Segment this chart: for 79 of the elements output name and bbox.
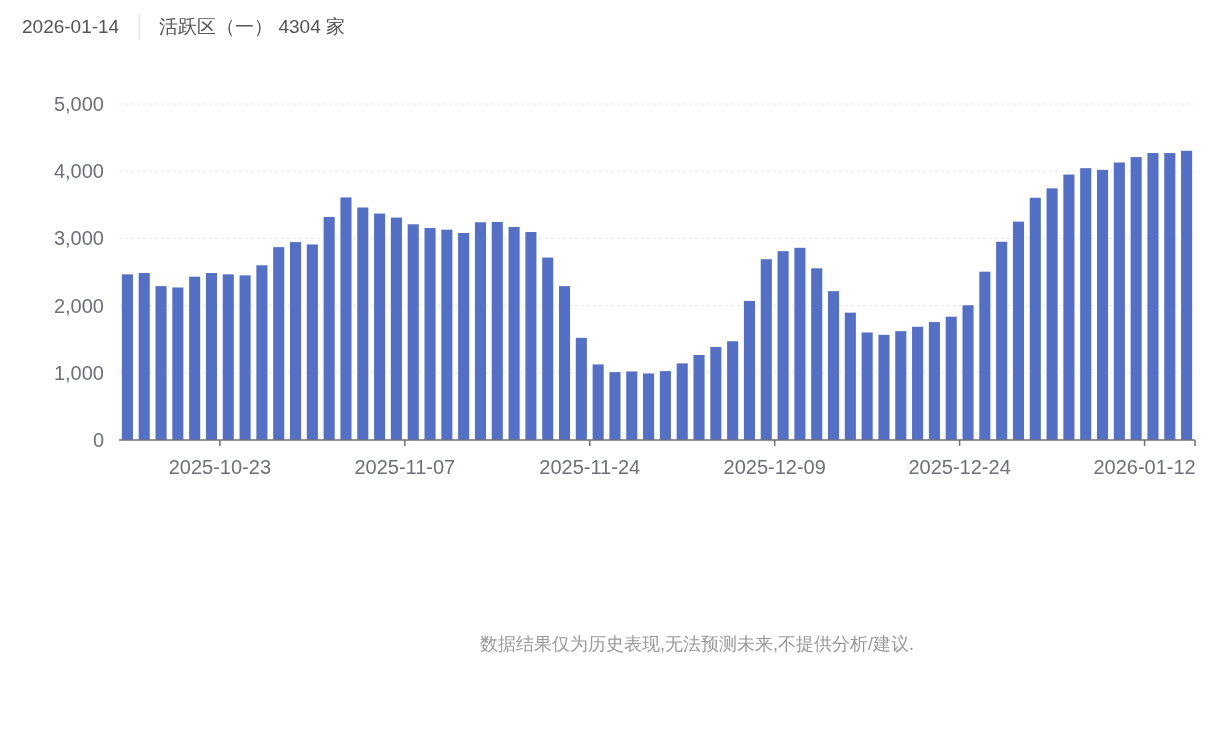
bar <box>1181 150 1193 440</box>
bar <box>878 334 890 440</box>
bar <box>811 268 823 440</box>
bar <box>542 257 554 440</box>
bar <box>1130 157 1142 440</box>
bar <box>1063 174 1075 440</box>
bar <box>676 363 688 440</box>
y-tick-label: 1,000 <box>53 361 104 384</box>
bar <box>962 305 974 440</box>
x-tick-label: 2025-12-24 <box>908 456 1011 478</box>
bar <box>289 242 302 440</box>
bar <box>794 247 806 440</box>
bar <box>155 286 167 440</box>
bar <box>592 364 604 440</box>
bar <box>1164 153 1176 440</box>
bar <box>912 326 924 440</box>
bar <box>1113 162 1125 440</box>
bar <box>895 331 907 440</box>
x-tick-label: 2025-11-24 <box>539 456 641 478</box>
bar <box>491 221 503 440</box>
y-tick-label: 5,000 <box>53 93 104 115</box>
bar <box>306 244 318 440</box>
bar <box>441 229 453 440</box>
bar <box>390 217 402 440</box>
bar <box>458 233 470 440</box>
text: 数据结果仅为历史表现,无法预测未来,不提供分析/建议. <box>479 634 915 654</box>
bar <box>1096 169 1109 440</box>
bar <box>710 346 722 440</box>
bar <box>474 222 487 440</box>
bar <box>340 197 352 440</box>
bar <box>743 300 756 440</box>
bar <box>323 216 335 440</box>
bar <box>558 286 571 440</box>
bar <box>844 312 856 440</box>
bar <box>827 291 840 440</box>
bar <box>205 273 218 440</box>
bar <box>979 271 991 440</box>
bar <box>693 354 705 440</box>
bar <box>928 322 940 440</box>
bar <box>239 275 251 440</box>
bar <box>945 316 957 440</box>
bar <box>659 371 671 440</box>
bar <box>222 274 234 440</box>
bar <box>643 373 655 440</box>
bar <box>138 273 150 440</box>
bar <box>575 337 587 440</box>
bar <box>609 372 621 440</box>
y-tick-label: 2,000 <box>53 294 104 317</box>
bar <box>1147 153 1159 440</box>
bar <box>1046 188 1058 440</box>
bar <box>777 251 789 440</box>
bar <box>273 247 285 440</box>
bar <box>256 265 268 440</box>
bar <box>1012 221 1025 440</box>
bar <box>760 259 772 440</box>
bar <box>1080 168 1092 440</box>
x-tick-label: 2025-12-09 <box>723 456 826 478</box>
y-tick-label: 0 <box>92 429 104 451</box>
bar <box>626 371 638 440</box>
bar <box>996 241 1008 440</box>
x-tick-label: 2026-01-12 <box>1093 456 1196 478</box>
bar <box>1029 197 1041 440</box>
bar <box>727 341 739 440</box>
bar <box>424 227 436 440</box>
bar <box>121 274 133 440</box>
bar <box>861 332 873 440</box>
chart-title: 2026-01-14 <box>22 16 120 37</box>
bar <box>172 287 184 440</box>
bar <box>357 207 369 440</box>
bar <box>407 224 419 440</box>
bar <box>508 226 520 440</box>
bar <box>374 213 386 440</box>
chart-subtitle: 活跃区（一） 4304 家 <box>159 16 346 37</box>
y-tick-label: 4,000 <box>53 160 104 183</box>
bar <box>525 232 537 440</box>
x-tick-label: 2025-10-23 <box>168 456 272 478</box>
bar <box>189 276 201 440</box>
x-tick-label: 2025-11-07 <box>354 456 456 478</box>
y-tick-label: 3,000 <box>53 227 104 250</box>
